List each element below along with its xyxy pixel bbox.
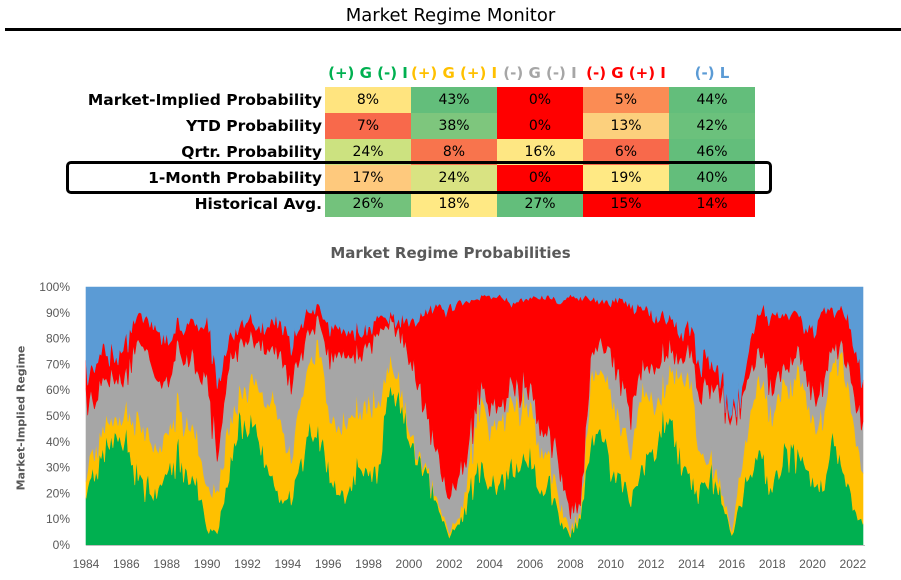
- table-cell: 17%: [325, 165, 411, 191]
- chart-title: Market Regime Probabilities: [330, 244, 571, 262]
- column-header: (+) G (-) I: [328, 64, 408, 82]
- y-tick-label: 100%: [39, 280, 70, 294]
- table-cell: 26%: [325, 191, 411, 217]
- x-tick-label: 2008: [557, 557, 584, 571]
- table-cell: 14%: [669, 191, 755, 217]
- table-cell: 5%: [583, 87, 669, 113]
- x-tick-label: 2018: [759, 557, 786, 571]
- x-tick-label: 1984: [73, 557, 100, 571]
- table-cell: 43%: [411, 87, 497, 113]
- y-tick-label: 10%: [46, 512, 70, 526]
- table-cell: 24%: [325, 139, 411, 165]
- column-header: (-) G (+) I: [586, 64, 666, 82]
- highlighted-row-outline: [66, 161, 772, 194]
- column-header: (-) G (-) I: [503, 64, 577, 82]
- table-cell: 6%: [583, 139, 669, 165]
- y-tick-label: 80%: [46, 332, 70, 346]
- table-cell: 46%: [669, 139, 755, 165]
- x-tick-label: 1996: [315, 557, 342, 571]
- y-tick-label: 50%: [46, 409, 70, 423]
- table-cell: 7%: [325, 113, 411, 139]
- x-tick-label: 2020: [799, 557, 826, 571]
- y-tick-label: 40%: [46, 435, 70, 449]
- table-cell: 38%: [411, 113, 497, 139]
- x-tick-label: 1986: [113, 557, 140, 571]
- x-tick-label: 1988: [153, 557, 180, 571]
- y-tick-label: 70%: [46, 357, 70, 371]
- x-tick-label: 1998: [355, 557, 382, 571]
- x-tick-label: 2022: [840, 557, 867, 571]
- y-tick-label: 20%: [46, 486, 70, 500]
- y-tick-label: 60%: [46, 383, 70, 397]
- row-label: 1-Month Probability: [148, 169, 322, 187]
- table-cell: 15%: [583, 191, 669, 217]
- table-cell: 42%: [669, 113, 755, 139]
- x-tick-label: 1994: [274, 557, 301, 571]
- x-tick-label: 2002: [436, 557, 463, 571]
- table-cell: 18%: [411, 191, 497, 217]
- series-area: [85, 286, 864, 420]
- x-tick-label: 1992: [234, 557, 261, 571]
- row-label: YTD Probability: [186, 117, 322, 135]
- x-tick-label: 2000: [396, 557, 423, 571]
- row-label: Qrtr. Probability: [181, 143, 322, 161]
- y-tick-label: 90%: [46, 306, 70, 320]
- column-header: (-) L: [694, 64, 730, 82]
- x-tick-label: 2006: [517, 557, 544, 571]
- column-header: (+) G (+) I: [411, 64, 498, 82]
- table-cell: 0%: [497, 113, 583, 139]
- table-cell: 0%: [497, 165, 583, 191]
- row-label: Market-Implied Probability: [87, 91, 322, 109]
- x-tick-label: 2016: [718, 557, 745, 571]
- x-tick-label: 2012: [638, 557, 665, 571]
- table-cell: 16%: [497, 139, 583, 165]
- table-cell: 27%: [497, 191, 583, 217]
- table-cell: 13%: [583, 113, 669, 139]
- row-label: Historical Avg.: [194, 195, 322, 213]
- table-cell: 19%: [583, 165, 669, 191]
- table-cell: 40%: [669, 165, 755, 191]
- x-tick-label: 2014: [678, 557, 705, 571]
- title-divider: [5, 28, 901, 31]
- table-cell: 44%: [669, 87, 755, 113]
- y-tick-label: 30%: [46, 461, 70, 475]
- page-title: Market Regime Monitor: [345, 5, 556, 26]
- x-tick-label: 2004: [476, 557, 503, 571]
- table-cell: 8%: [325, 87, 411, 113]
- table-cell: 0%: [497, 87, 583, 113]
- x-tick-label: 2010: [597, 557, 624, 571]
- x-tick-label: 1990: [194, 557, 221, 571]
- y-tick-label: 0%: [53, 538, 71, 552]
- table-cell: 24%: [411, 165, 497, 191]
- table-cell: 8%: [411, 139, 497, 165]
